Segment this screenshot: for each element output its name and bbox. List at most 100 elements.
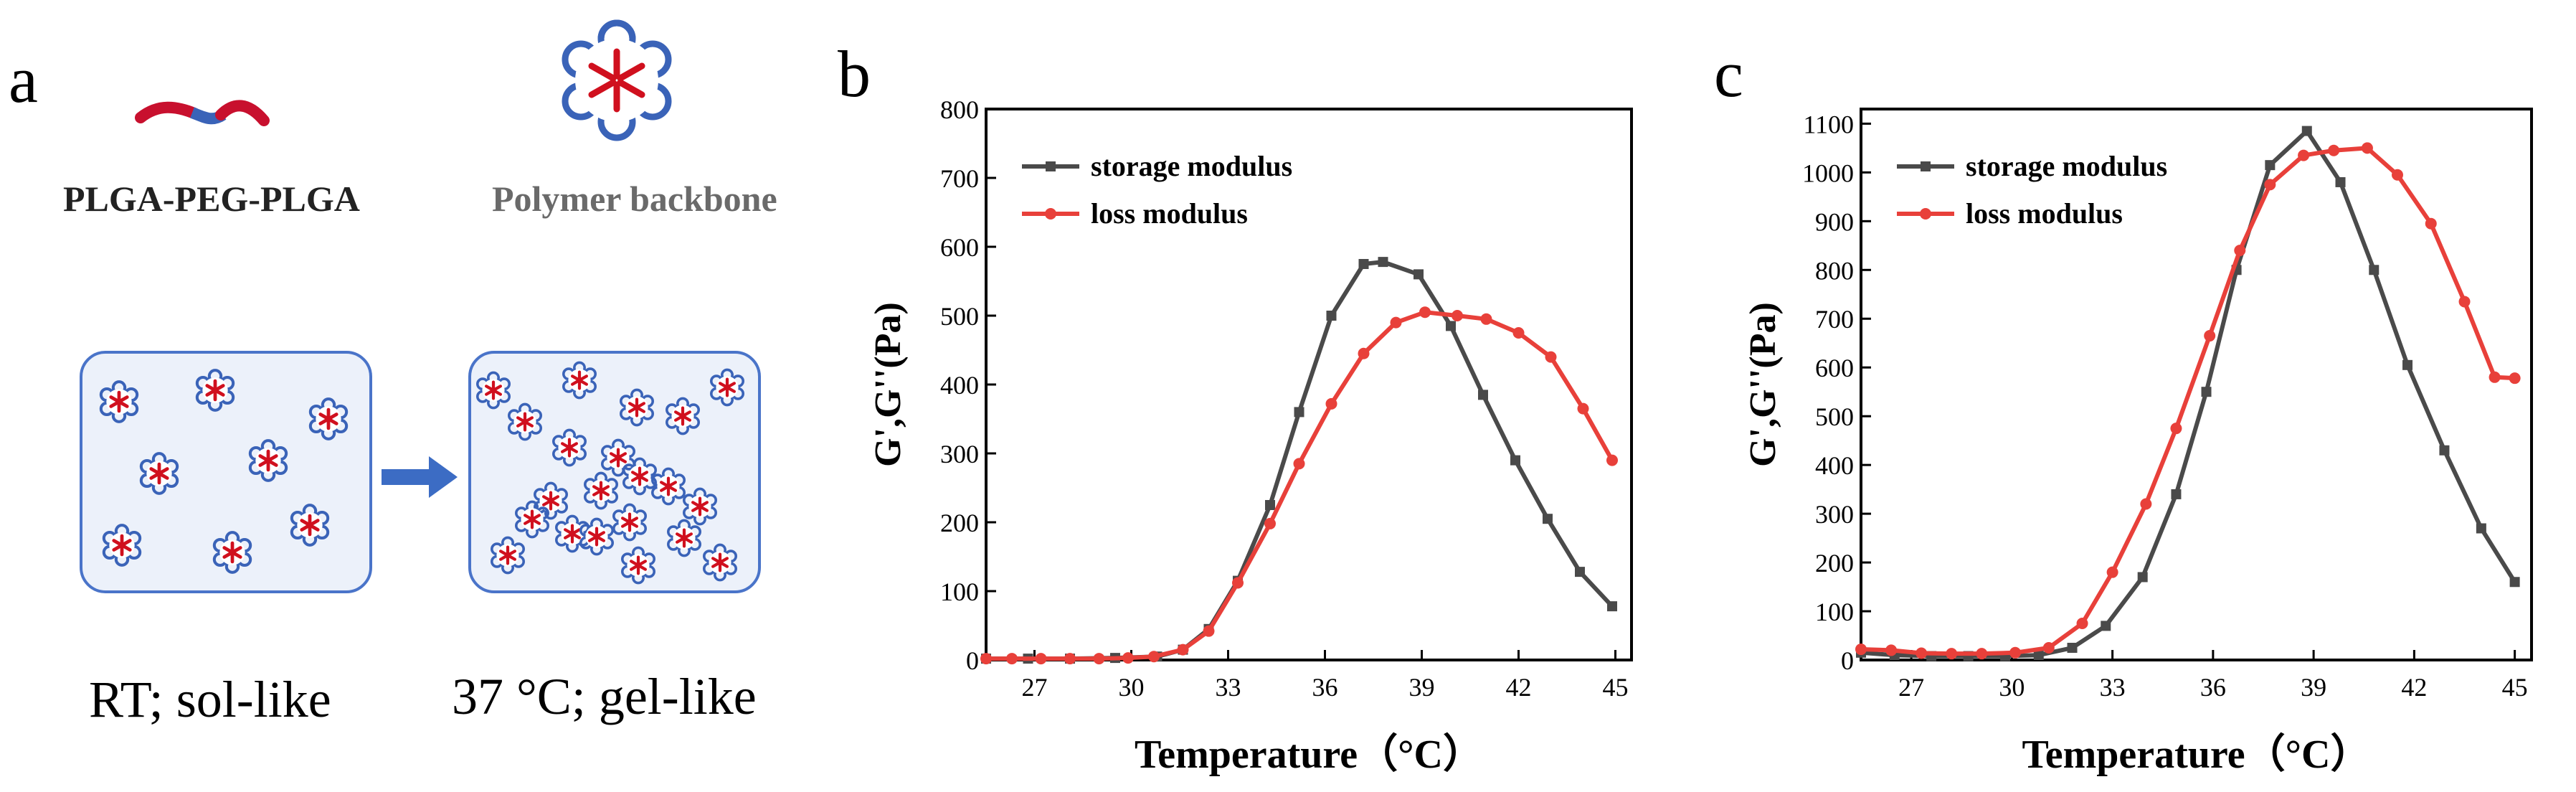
legend-label: loss modulus xyxy=(1091,197,1248,230)
panel-letter-a: a xyxy=(9,43,38,116)
micelle-icon xyxy=(666,519,702,557)
data-point xyxy=(1325,397,1337,410)
data-point xyxy=(1543,514,1553,524)
micelle-icon xyxy=(490,536,526,575)
legend-marker xyxy=(1920,208,1931,220)
x-tick-label: 39 xyxy=(2301,673,2326,702)
micelle-icon xyxy=(514,500,550,539)
series-line-loss-modulus xyxy=(986,310,1614,661)
x-axis-label: Temperature（°C） xyxy=(1135,732,1483,777)
data-point xyxy=(1510,455,1520,466)
y-tick-label: 400 xyxy=(1815,451,1854,480)
data-point xyxy=(2234,245,2246,257)
data-point xyxy=(1390,316,1402,329)
plot-frame xyxy=(1860,108,2533,661)
data-point xyxy=(2076,618,2088,630)
plga-peg-plga-icon xyxy=(135,100,270,126)
panel-letter-b: b xyxy=(838,37,871,110)
data-point xyxy=(2201,387,2212,397)
x-tick-label: 27 xyxy=(1898,673,1924,702)
micelle-icon xyxy=(533,481,569,520)
data-point xyxy=(2328,144,2340,156)
data-point xyxy=(2369,265,2380,275)
data-point xyxy=(1265,500,1275,510)
y-tick-label: 900 xyxy=(1815,207,1854,236)
data-point xyxy=(1326,311,1337,321)
data-point xyxy=(2170,423,2182,435)
y-tick-label: 1000 xyxy=(1802,159,1854,187)
condition-rt-label: RT; sol-like xyxy=(89,671,331,728)
data-point xyxy=(1093,653,1105,665)
data-point xyxy=(2204,330,2216,342)
series-line-storage-modulus xyxy=(1860,128,2517,659)
x-tick-label: 30 xyxy=(1119,673,1145,702)
micelle-icon xyxy=(600,438,636,477)
data-point xyxy=(2458,296,2471,308)
micelle-icon xyxy=(682,487,718,526)
micelle-icon xyxy=(195,369,235,412)
data-point xyxy=(1885,644,1898,656)
data-point xyxy=(2509,577,2520,588)
chart-b: 0 100 200 300 400 500 600 700 800 27 30 33 36 39 42 45 T… xyxy=(868,95,1633,777)
y-tick-label: 100 xyxy=(940,578,979,606)
polymer-backbone-icon xyxy=(562,19,672,141)
y-tick-label: 600 xyxy=(1815,354,1854,382)
data-point xyxy=(2439,445,2450,456)
data-point xyxy=(2033,650,2044,661)
y-tick-label: 300 xyxy=(940,440,979,468)
panel-letter-c: c xyxy=(1714,37,1743,110)
copolymer-label: PLGA-PEG-PLGA xyxy=(63,179,360,219)
legend-label: storage modulus xyxy=(1966,150,2167,182)
micelle-icon xyxy=(583,471,619,510)
y-tick-label: 100 xyxy=(1815,598,1854,626)
data-point xyxy=(2106,566,2118,578)
data-point xyxy=(1148,651,1160,663)
micelle-icon xyxy=(709,368,745,407)
micelle-icon xyxy=(622,457,658,496)
legend-label: storage modulus xyxy=(1091,150,1292,182)
x-tick-label: 39 xyxy=(1409,673,1435,702)
y-tick-label: 700 xyxy=(1815,305,1854,334)
data-point xyxy=(1976,648,1988,660)
data-point xyxy=(2476,523,2486,534)
y-tick-label: 700 xyxy=(940,164,979,193)
data-point xyxy=(2067,643,2078,654)
x-axis-label: Temperature（°C） xyxy=(2022,732,2371,777)
micelle-icon xyxy=(650,467,686,506)
data-point xyxy=(1478,390,1488,400)
data-point xyxy=(1545,351,1557,363)
data-point xyxy=(2009,646,2022,659)
micelle-icon xyxy=(139,452,179,495)
y-tick-label: 0 xyxy=(1841,646,1854,675)
data-point xyxy=(1452,310,1463,321)
micelle-icon xyxy=(665,397,701,435)
data-point xyxy=(1177,644,1189,656)
data-point xyxy=(1264,517,1276,529)
y-tick-label: 200 xyxy=(940,509,979,537)
data-point xyxy=(1419,306,1431,319)
data-point xyxy=(1122,652,1134,664)
data-point xyxy=(2171,489,2182,499)
micelle-icon xyxy=(620,546,656,585)
micelle-icon xyxy=(612,503,648,542)
data-point xyxy=(1480,313,1492,325)
y-tick-label: 500 xyxy=(940,302,979,331)
y-axis-label: G',G''(Pa) xyxy=(1743,302,1784,467)
data-point xyxy=(2140,498,2152,510)
y-tick-label: 1100 xyxy=(1803,110,1854,138)
legend-marker xyxy=(1045,208,1056,220)
data-point xyxy=(2392,169,2403,181)
data-point xyxy=(2265,160,2276,171)
data-point xyxy=(1293,458,1305,470)
data-point xyxy=(1232,577,1244,589)
data-point xyxy=(1358,259,1369,269)
micelle-icon xyxy=(702,543,738,582)
legend-marker xyxy=(1046,161,1056,171)
data-point xyxy=(1378,257,1388,268)
micelle-icon xyxy=(475,371,511,410)
y-tick-label: 500 xyxy=(1815,402,1854,431)
y-tick-label: 200 xyxy=(1815,549,1854,578)
data-point xyxy=(2489,371,2501,383)
y-tick-label: 800 xyxy=(1815,256,1854,285)
x-tick-label: 42 xyxy=(1506,673,1532,702)
